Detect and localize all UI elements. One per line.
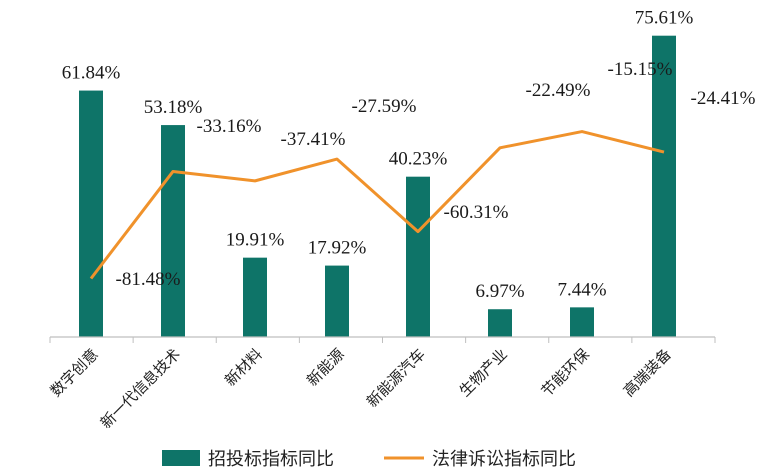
bar-data-label: 19.91% [226,230,285,251]
line-data-label: -15.15% [608,59,673,80]
category-label: 新一代信息技术 [97,345,184,432]
legend-label-line: 法律诉讼指标同比 [432,449,576,470]
line-data-label: -27.59% [352,96,417,117]
category-label: 生物产业 [456,345,511,400]
bar-data-label: 17.92% [308,238,367,259]
category-label: 节能环保 [538,345,593,400]
bar-data-label: 61.84% [62,63,121,84]
category-label: 新能源汽车 [363,345,429,411]
bars-layer [79,35,676,337]
bar [652,35,676,337]
legend-label-bar: 招投标指标同比 [208,449,334,470]
bar-data-label: 75.61% [635,8,694,29]
line-labels-layer: -81.48% -33.16% -37.41% -27.59% -60.31% -22.4… [116,59,756,290]
line-data-label: -33.16% [197,116,262,137]
bar [406,176,430,337]
bar-labels-layer: 61.84% 53.18% 19.91% 17.92% 40.23% 6.97% 7.44%… [62,8,694,303]
bar [161,125,185,337]
category-label: 新材料 [221,345,266,390]
bar-data-label: 40.23% [389,149,448,170]
bar [79,90,103,337]
legend: 招投标指标同比 法律诉讼指标同比 [162,449,576,470]
bar [325,265,349,337]
line-layer [89,130,665,280]
line-data-label: -24.41% [691,88,756,109]
bar [243,257,267,337]
category-label: 数字创意 [47,345,102,400]
bar [570,307,594,337]
line-data-label: -81.48% [116,269,181,290]
line-data-label: -60.31% [444,202,509,223]
series-line [89,130,665,280]
bar-data-label: 6.97% [475,281,524,302]
x-axis-ticks [49,337,716,343]
legend-swatch-bar [162,450,200,466]
category-label: 新能源 [303,345,348,390]
line-data-label: -37.41% [281,129,346,150]
bar-data-label: 7.44% [557,279,606,300]
category-label: 高端装备 [620,345,675,400]
bar [488,309,512,337]
line-data-label: -22.49% [526,80,591,101]
bar-data-label: 53.18% [144,97,203,118]
